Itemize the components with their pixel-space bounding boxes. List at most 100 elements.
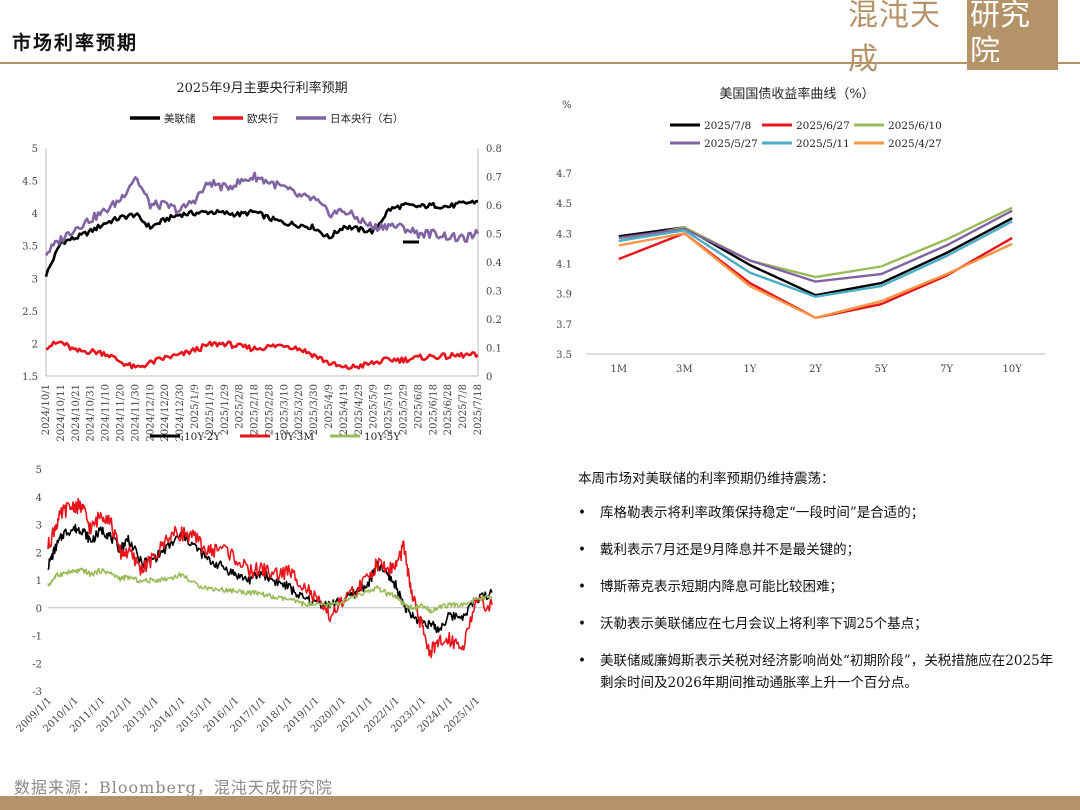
page-title: 市场利率预期 [12, 32, 139, 54]
x-tick-label: 2025/6/18 [428, 384, 439, 435]
logo-text: 混沌天成 [848, 0, 941, 77]
y-tick-label-left: 2.5 [22, 307, 38, 318]
x-tick-label: 2025/7/18 [473, 384, 484, 435]
y-tick-label-left: 2 [32, 339, 38, 350]
treasury-yield-curve-chart: 美国国债收益率曲线（%）% 2025/7/8 2025/6/27 2025/6/10 2… [556, 86, 1045, 375]
y-tick-label: 3.7 [556, 320, 572, 331]
y-tick-label-right: 0.6 [486, 201, 502, 212]
x-tick-label: 2024/10/11 [56, 384, 67, 442]
commentary-item: 美联储威廉姆斯表示关税对经济影响尚处“初期阶段”，关税措施应在2025年剩余时间… [578, 650, 1058, 694]
x-tick-label: 2025/2/28 [264, 384, 275, 435]
y-tick-label-right: 0.7 [486, 173, 502, 184]
header-divider [0, 62, 1080, 64]
x-tick-label: 2024/11/20 [115, 384, 126, 442]
y-tick-label: 3.5 [556, 350, 572, 361]
y-tick-label-left: 4.5 [22, 177, 38, 188]
y-tick-label: 4 [36, 493, 42, 504]
series-line [618, 232, 1013, 319]
x-tick-label: 2025/4/9 [324, 384, 335, 429]
y-tick-label: 3.9 [556, 290, 572, 301]
y-tick-label-left: 3 [32, 274, 38, 285]
y-tick-label: 3 [36, 521, 42, 532]
y-tick-label: -1 [32, 632, 42, 643]
x-tick-label: 2025/6/28 [443, 384, 454, 435]
series-line [618, 209, 1013, 283]
legend-label: 美联储 [164, 112, 196, 125]
x-tick-label: 2025/6/8 [413, 384, 424, 429]
y-tick-label-right: 0 [486, 372, 492, 383]
legend-label: 2025/6/10 [888, 120, 942, 132]
legend-label: 2025/6/27 [796, 120, 850, 132]
y-tick-label: 2 [36, 548, 42, 559]
y-tick-label: -3 [32, 687, 42, 698]
y-tick-label: 0 [36, 604, 42, 615]
series-line [47, 567, 493, 614]
x-tick-label: 2025/2/18 [250, 384, 261, 435]
x-tick-label: 2025/3/20 [294, 384, 305, 435]
series-line [618, 220, 1013, 298]
commentary-item: 库格勒表示将利率政策保持稳定“一段时间”是合适的； [578, 502, 1058, 524]
y-tick-label-left: 5 [32, 144, 38, 155]
y-tick-label-right: 0.8 [486, 144, 502, 155]
commentary-item: 博斯蒂克表示短期内降息可能比较困难； [578, 576, 1058, 598]
x-tick-label: 2025/1/19 [205, 384, 216, 435]
x-tick-label: 2024/11/30 [130, 384, 141, 442]
legend-label: 日本央行（右） [330, 112, 404, 125]
x-tick-label: 2024/12/30 [175, 384, 186, 442]
y-tick-label-right: 0.3 [486, 287, 502, 298]
x-tick-label: 2024/11/10 [101, 384, 112, 442]
legend-label: 2025/7/8 [704, 120, 751, 132]
y-tick-label: 4.1 [556, 260, 572, 271]
x-tick-label: 2025/2/8 [235, 384, 246, 429]
x-tick-label: 2025/7/8 [458, 384, 469, 429]
x-tick-label: 2024/10/1 [41, 384, 52, 435]
x-tick-label: 2025/5/29 [399, 384, 410, 435]
x-tick-label: 5Y [875, 364, 888, 375]
chart-title: 2025年9月主要央行利率预期 [176, 80, 347, 96]
y-axis-unit: % [562, 100, 572, 111]
brand-logo: 混沌天成 研究院 [848, 0, 1058, 77]
y-tick-label: 4.3 [556, 229, 572, 240]
commentary-item: 戴利表示7月还是9月降息并不是最关键的； [578, 539, 1058, 561]
legend-label: 10Y-3M [274, 431, 314, 443]
legend-label: 10Y-2Y [184, 431, 221, 443]
x-tick-label: 2024/10/21 [71, 384, 82, 442]
logo-box: 研究院 [967, 0, 1058, 70]
footer-bar [0, 796, 1080, 810]
commentary-intro: 本周市场对美联储的利率预期仍维持震荡： [578, 471, 835, 487]
y-tick-label-right: 0.2 [486, 315, 502, 326]
legend-label: 2025/5/11 [796, 138, 850, 150]
yield-spread-chart: 10Y-2Y 10Y-3M 10Y-5Y543210-1-2-32009/1/120… [15, 431, 493, 735]
y-tick-label: -2 [32, 659, 42, 670]
y-tick-label: 1 [36, 576, 42, 587]
commentary-item: 沃勒表示美联储应在七月会议上将利率下调25个基点； [578, 613, 1058, 635]
y-tick-label-right: 0.4 [486, 258, 502, 269]
legend-label: 欧央行 [247, 112, 279, 125]
commentary: 本周市场对美联储的利率预期仍维持震荡： 库格勒表示将利率政策保持稳定“一段时间”… [578, 468, 1058, 709]
y-tick-label-right: 0.1 [486, 344, 502, 355]
x-tick-label: 2024/10/31 [86, 384, 97, 442]
legend-label: 2025/5/27 [704, 138, 758, 150]
x-tick-label: 2025/5/9 [369, 384, 380, 429]
series-line [618, 232, 1013, 319]
series-line [45, 340, 479, 370]
x-tick-label: 2025/3/10 [279, 384, 290, 435]
y-tick-label: 4.7 [556, 169, 572, 180]
x-tick-label: 2024/12/10 [145, 384, 156, 442]
x-tick-label: 2025/1/9 [190, 384, 201, 429]
x-tick-label: 7Y [940, 364, 953, 375]
y-tick-label: 4.5 [556, 199, 572, 210]
series-line [47, 523, 493, 634]
series-line [44, 199, 479, 278]
commentary-list: 库格勒表示将利率政策保持稳定“一段时间”是合适的； 戴利表示7月还是9月降息并不… [578, 502, 1058, 694]
x-tick-label: 2025/5/19 [384, 384, 395, 435]
y-tick-label-left: 4 [32, 209, 38, 220]
x-tick-label: 2025/3/30 [309, 384, 320, 435]
x-tick-label: 10Y [1003, 364, 1023, 375]
legend-label: 10Y-5Y [364, 431, 401, 443]
data-source: 数据来源：Bloomberg，混沌天成研究院 [14, 778, 333, 797]
x-tick-label: 1M [610, 364, 627, 375]
x-tick-label: 2025/4/29 [354, 384, 365, 435]
x-tick-label: 1Y [743, 364, 756, 375]
